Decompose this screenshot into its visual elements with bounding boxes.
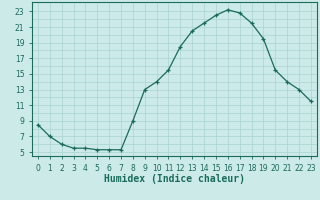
X-axis label: Humidex (Indice chaleur): Humidex (Indice chaleur) <box>104 174 245 184</box>
